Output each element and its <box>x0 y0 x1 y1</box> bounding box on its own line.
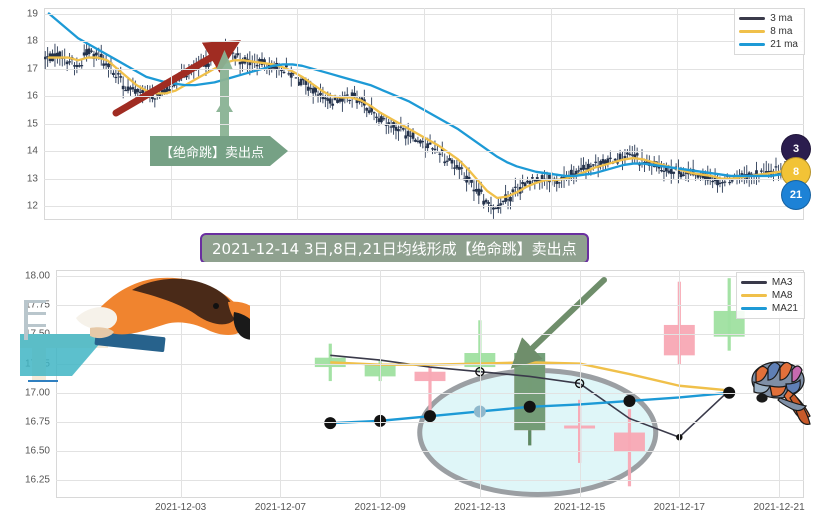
legend-item-21ma: 21 ma <box>739 38 798 51</box>
top-plot-area[interactable] <box>44 8 804 220</box>
badge-ma21-label: 21 <box>789 189 803 201</box>
legend-label-ma21: MA21 <box>771 303 798 314</box>
legend-label-21ma: 21 ma <box>770 39 798 50</box>
sell-point-banner: 【绝命跳】卖出点 <box>150 136 289 166</box>
top-y-tick: 15 <box>26 118 38 130</box>
gridline <box>56 392 804 394</box>
bottom-x-tick: 2021-12-21 <box>753 502 805 513</box>
top-y-tick: 14 <box>26 145 38 157</box>
bottom-y-tick: 17.25 <box>24 358 50 370</box>
legend-label-3ma: 3 ma <box>770 13 793 24</box>
bottom-y-tick: 18.00 <box>24 270 50 282</box>
sell-point-banner-label: 【绝命跳】卖出点 <box>150 136 271 166</box>
bottom-x-tick: 2021-12-13 <box>454 502 506 513</box>
bottom-plot-area[interactable] <box>56 270 804 498</box>
bottom-x-tick: 2021-12-15 <box>554 502 606 513</box>
banner-arrow-head-icon <box>270 136 289 166</box>
bottom-y-tick: 17.00 <box>24 387 50 399</box>
top-y-tick: 18 <box>26 35 38 47</box>
legend-label-8ma: 8 ma <box>770 26 793 37</box>
top-y-tick: 12 <box>26 200 38 212</box>
legend-item-ma21: MA21 <box>740 302 798 315</box>
bottom-y-tick: 16.75 <box>24 416 50 428</box>
bottom-x-tick: 2021-12-03 <box>155 502 207 513</box>
bottom-x-tick: 2021-12-07 <box>254 502 306 513</box>
legend-item-ma3: MA3 <box>740 276 798 289</box>
bottom-x-axis: 2021-12-03 2021-12-07 2021-12-09 2021-12-13… <box>0 498 827 520</box>
legend-swatch-ma8 <box>740 294 767 297</box>
gridline <box>280 270 282 498</box>
legend-item-3ma: 3 ma <box>739 12 798 25</box>
bottom-chart-legend: MA3 MA8 MA21 <box>735 272 805 319</box>
bottom-y-tick: 17.50 <box>24 328 50 340</box>
legend-swatch-ma21 <box>740 307 767 310</box>
gridline <box>56 480 804 482</box>
gridline <box>579 270 581 498</box>
gridline <box>56 451 804 453</box>
badge-ma3-label: 3 <box>792 143 800 155</box>
top-y-axis: 19 18 17 16 15 14 13 12 <box>0 0 44 232</box>
gridline <box>677 8 678 220</box>
bottom-x-tick: 2021-12-09 <box>354 502 406 513</box>
legend-swatch-21ma <box>739 43 766 46</box>
gridline <box>56 275 804 277</box>
legend-item-8ma: 8 ma <box>739 25 798 38</box>
legend-swatch-ma3 <box>740 281 767 284</box>
gridline <box>424 8 425 220</box>
gridline <box>171 8 172 220</box>
gridline <box>56 334 804 336</box>
bottom-x-tick: 2021-12-17 <box>653 502 705 513</box>
legend-label-ma8: MA8 <box>771 290 793 301</box>
bottom-y-axis: 18.00 17.75 17.50 17.25 17.00 16.75 16.50 16.25 <box>0 262 56 520</box>
legend-swatch-8ma <box>739 30 766 33</box>
top-y-tick: 17 <box>26 63 38 75</box>
top-y-tick: 19 <box>26 8 38 19</box>
gridline <box>479 270 481 498</box>
legend-swatch-3ma <box>739 17 766 20</box>
top-y-tick: 13 <box>26 173 38 185</box>
top-chart-legend: 3 ma 8 ma 21 ma <box>734 8 805 55</box>
legend-item-ma8: MA8 <box>740 289 798 302</box>
gridline <box>297 8 298 220</box>
gridline <box>551 8 552 220</box>
top-chart-panel: 19 18 17 16 15 14 13 12 <box>0 0 827 232</box>
bottom-chart-panel: 18.00 17.75 17.50 17.25 17.00 16.75 16.50 16.25 <box>0 262 827 520</box>
bottom-y-tick: 16.25 <box>24 474 50 486</box>
gridline <box>180 270 182 498</box>
gridline <box>56 363 804 365</box>
top-y-tick: 16 <box>26 90 38 102</box>
badge-ma8-label: 8 <box>792 166 800 178</box>
bottom-y-tick: 17.75 <box>24 299 50 311</box>
gridline <box>56 422 804 423</box>
gridline <box>380 270 382 498</box>
gridline <box>56 305 804 307</box>
gridline <box>679 270 681 498</box>
legend-label-ma3: MA3 <box>771 277 793 288</box>
sell-signal-callout: 2021-12-14 3日,8日,21日均线形成【绝命跳】卖出点 <box>200 233 589 264</box>
badge-ma21[interactable]: 21 <box>781 180 811 210</box>
bottom-y-tick: 16.50 <box>24 445 50 457</box>
